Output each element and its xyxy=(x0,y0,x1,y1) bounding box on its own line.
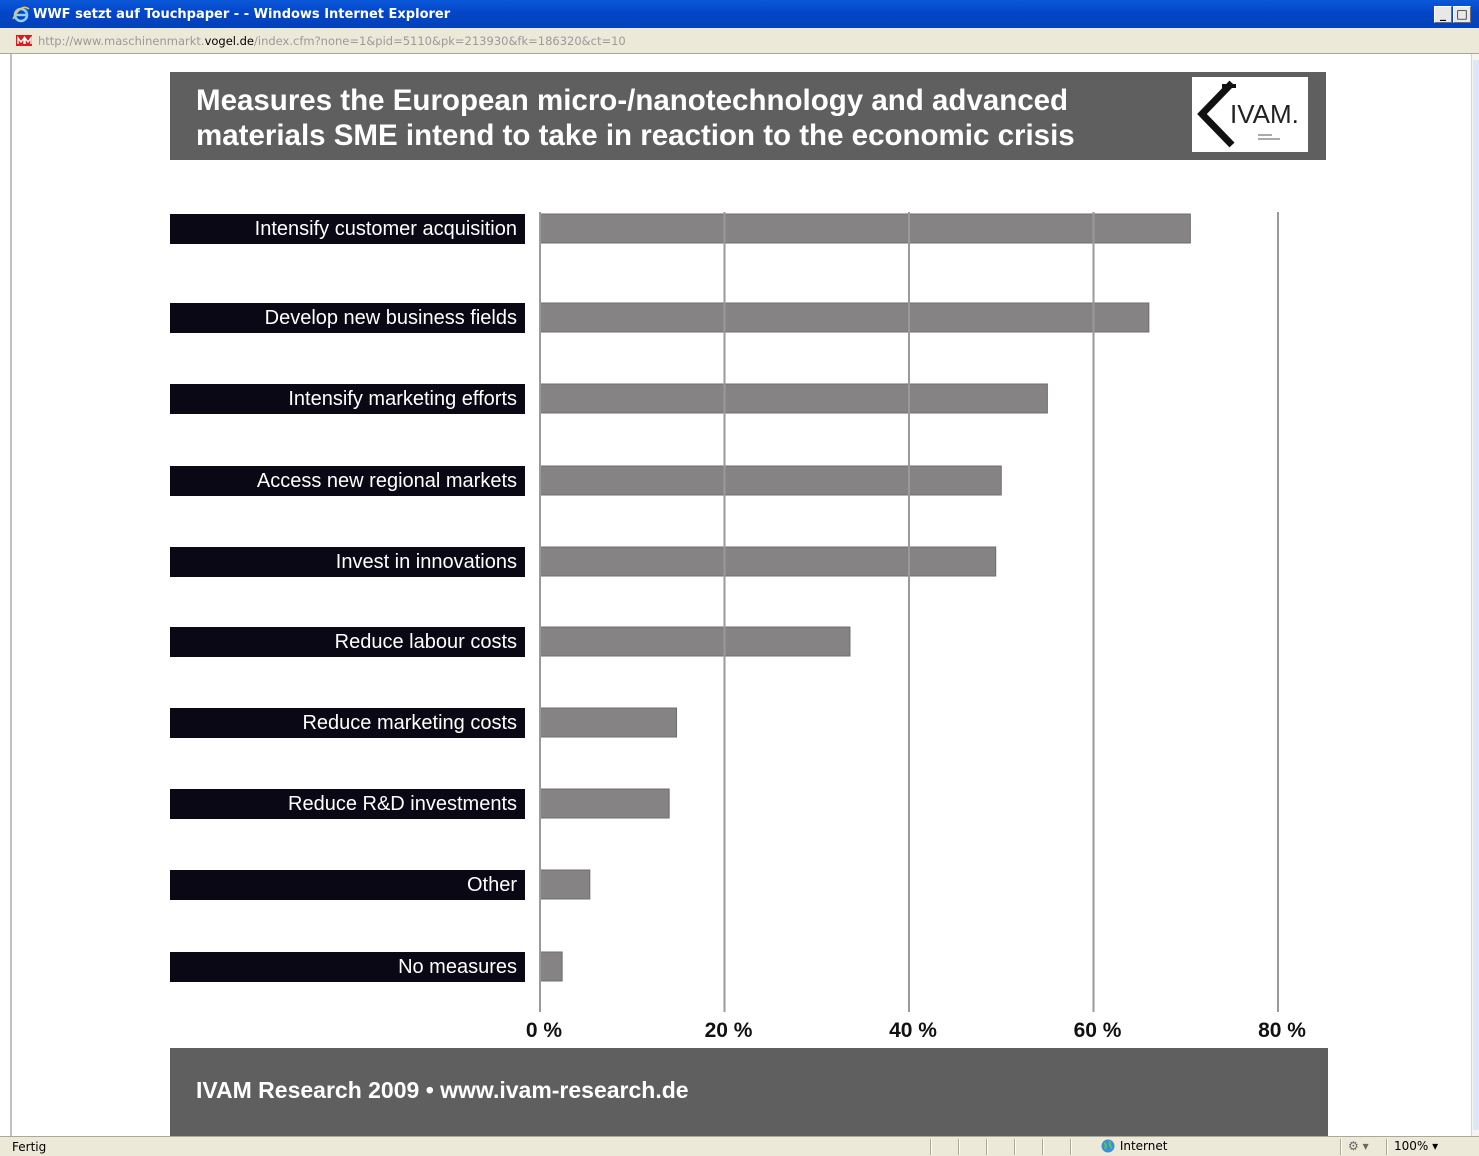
status-divider xyxy=(958,1139,960,1155)
internet-explorer-icon xyxy=(12,6,30,23)
x-tick-label-2: 40 % xyxy=(889,1019,937,1042)
bar-2 xyxy=(539,383,1048,414)
status-bar: Fertig Internet ⚙ ▾ 100% ▾ xyxy=(0,1136,1479,1156)
globe-icon xyxy=(1101,1139,1115,1153)
window-title: WWF setzt auf Touchpaper - - Windows Int… xyxy=(33,7,451,22)
url-suffix: /index.cfm?none=1&pid=5110&pk=213930&fk=… xyxy=(254,34,626,48)
bar-3 xyxy=(539,465,1002,496)
footer-credit: IVAM Research 2009 • www.ivam-research.d… xyxy=(196,1077,689,1103)
logo-text: IVAM. xyxy=(1230,99,1299,129)
bar-5 xyxy=(539,626,851,657)
x-tick-label-0: 0 % xyxy=(526,1019,563,1042)
window-titlebar: WWF setzt auf Touchpaper - - Windows Int… xyxy=(0,0,1479,28)
x-tick-label-3: 60 % xyxy=(1074,1019,1122,1042)
ivam-logo: IVAM. xyxy=(1192,77,1308,152)
status-divider xyxy=(930,1139,932,1155)
x-tick-label-4: 80 % xyxy=(1258,1019,1306,1042)
chart-title-line-2: materials SME intend to take in reaction… xyxy=(196,119,1075,152)
bar-0 xyxy=(539,213,1191,244)
scrollbar-thumb[interactable] xyxy=(1473,60,1479,1130)
status-divider xyxy=(1070,1139,1072,1155)
category-label: Access new regional markets xyxy=(170,466,525,496)
url-host: vogel.de xyxy=(204,34,255,48)
address-bar[interactable]: http://www.maschinenmarkt.vogel.de/index… xyxy=(0,28,1479,54)
zone-label: Internet xyxy=(1119,1139,1168,1153)
footer-banner: IVAM Research 2009 • www.ivam-research.d… xyxy=(170,1048,1328,1136)
status-divider xyxy=(1014,1139,1016,1155)
category-label: Develop new business fields xyxy=(170,303,525,333)
status-divider xyxy=(1042,1139,1044,1155)
security-zone[interactable]: Internet xyxy=(1100,1139,1167,1153)
category-label: No measures xyxy=(170,952,525,982)
category-label: Other xyxy=(170,870,525,900)
bar-9 xyxy=(539,951,563,982)
url-prefix: http://www.maschinenmarkt. xyxy=(38,34,205,48)
x-tick-label-1: 20 % xyxy=(705,1019,753,1042)
chart-title: Measures the European micro-/nanotechnol… xyxy=(196,83,1176,153)
vertical-scrollbar[interactable] xyxy=(1471,54,1479,1136)
bar-4 xyxy=(539,546,997,577)
header-banner: Measures the European micro-/nanotechnol… xyxy=(170,72,1326,160)
minimize-button[interactable]: _ xyxy=(1434,6,1452,23)
category-label: Reduce marketing costs xyxy=(170,708,525,738)
bar-1 xyxy=(539,302,1150,333)
bar-7 xyxy=(539,788,670,819)
category-label: Reduce R&D investments xyxy=(170,789,525,819)
ivam-logo-icon: IVAM. xyxy=(1197,80,1299,148)
chart-title-line-1: Measures the European micro-/nanotechnol… xyxy=(196,84,1069,117)
status-divider xyxy=(1386,1139,1388,1155)
restore-button[interactable]: □ xyxy=(1453,6,1471,23)
site-favicon-icon xyxy=(16,35,32,46)
protected-mode-button[interactable]: ⚙ ▾ xyxy=(1348,1139,1369,1153)
status-divider xyxy=(986,1139,988,1155)
bar-6 xyxy=(539,707,678,738)
category-label: Reduce labour costs xyxy=(170,627,525,657)
status-divider xyxy=(1340,1139,1342,1155)
bar-8 xyxy=(539,869,591,900)
category-label: Intensify marketing efforts xyxy=(170,384,525,414)
address-url[interactable]: http://www.maschinenmarkt.vogel.de/index… xyxy=(38,34,626,48)
zoom-level-button[interactable]: 100% ▾ xyxy=(1394,1139,1439,1153)
category-label: Intensify customer acquisition xyxy=(170,214,525,244)
status-text: Fertig xyxy=(12,1140,47,1154)
category-label: Invest in innovations xyxy=(170,547,525,577)
